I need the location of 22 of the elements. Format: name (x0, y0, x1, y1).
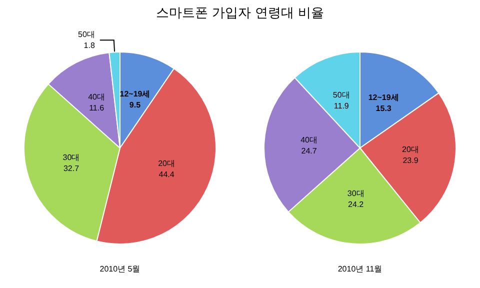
data-label: 44.4 (158, 170, 175, 179)
data-label: 23.9 (402, 156, 419, 166)
slice-label: 40대 (300, 136, 318, 145)
slice-label: 30대 (347, 188, 364, 198)
chart-title: 스마트폰 가입자 연령대 비율 (154, 5, 326, 22)
text: 2010년 5월 (100, 264, 140, 274)
slice-label: 50대 (332, 90, 350, 100)
data-label: 11.6 (89, 104, 105, 113)
data-label: 9.5 (129, 100, 142, 110)
slice-label: 12~19세 (368, 92, 399, 102)
text: 2010년 11월 (338, 264, 382, 274)
data-label: 11.9 (334, 102, 350, 111)
slice-label: 40대 (88, 92, 106, 102)
data-label: 15.3 (376, 104, 392, 113)
data-label: 24.2 (348, 200, 364, 209)
data-label: 24.7 (301, 146, 318, 156)
slice-label: 30대 (62, 152, 80, 162)
slice-label: 20대 (402, 145, 419, 154)
slice-label: 50대 (78, 30, 95, 40)
slice-label: 20대 (158, 158, 175, 168)
data-label: 32.7 (63, 164, 80, 173)
data-label: 1.8 (84, 41, 96, 50)
